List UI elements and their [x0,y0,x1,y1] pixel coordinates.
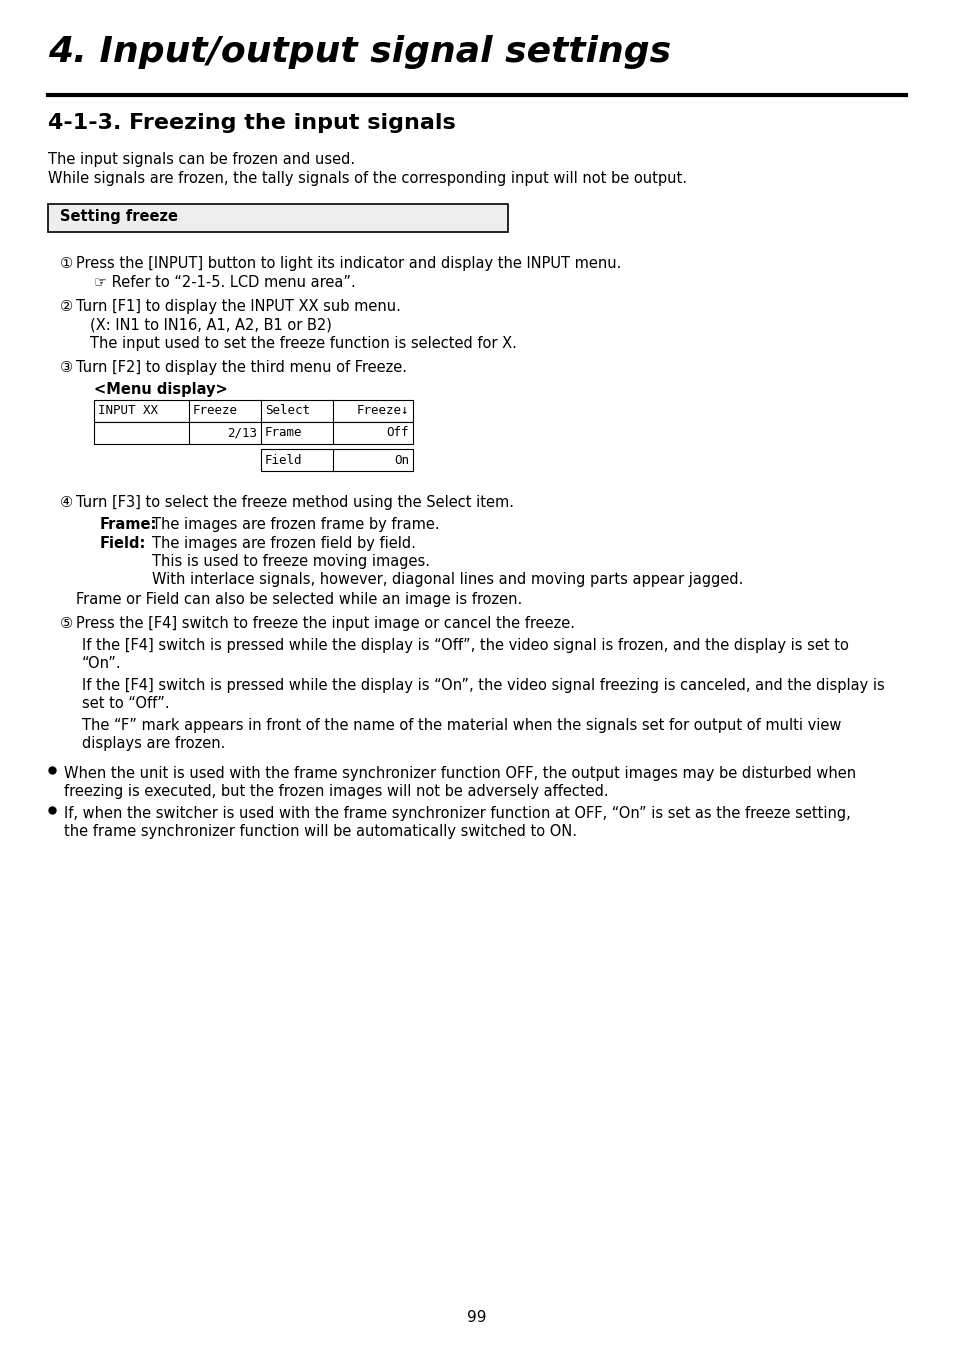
Text: Press the [F4] switch to freeze the input image or cancel the freeze.: Press the [F4] switch to freeze the inpu… [76,616,575,631]
Bar [261,449,413,470]
Text: If the [F4] switch is pressed while the display is “On”, the video signal freezi: If the [F4] switch is pressed while the … [82,678,883,693]
Text: <Menu display>: <Menu display> [94,381,228,398]
Text: 99: 99 [467,1310,486,1325]
Text: Frame: Frame [265,426,302,439]
Text: set to “Off”.: set to “Off”. [82,696,170,710]
Text: Off: Off [386,426,409,439]
Text: “On”.: “On”. [82,656,121,671]
Text: Frame:: Frame: [100,518,157,532]
Text: displays are frozen.: displays are frozen. [82,736,225,751]
Text: While signals are frozen, the tally signals of the corresponding input will not : While signals are frozen, the tally sign… [48,171,686,186]
Text: Press the [INPUT] button to light its indicator and display the INPUT menu.: Press the [INPUT] button to light its in… [76,256,620,271]
Text: This is used to freeze moving images.: This is used to freeze moving images. [152,554,430,569]
Text: If the [F4] switch is pressed while the display is “Off”, the video signal is fr: If the [F4] switch is pressed while the … [82,638,848,652]
Text: Freeze↓: Freeze↓ [356,404,409,418]
Text: Field:: Field: [100,537,146,551]
Bar [94,422,413,443]
Text: 2/13: 2/13 [227,426,256,439]
Text: If, when the switcher is used with the frame synchronizer function at OFF, “On” : If, when the switcher is used with the f… [64,806,850,821]
Text: Turn [F1] to display the INPUT XX sub menu.: Turn [F1] to display the INPUT XX sub me… [76,299,400,314]
Text: ②: ② [60,299,73,314]
Text: 4. Input/output signal settings: 4. Input/output signal settings [48,35,670,69]
Text: ⑤: ⑤ [60,616,73,631]
Text: The input used to set the freeze function is selected for X.: The input used to set the freeze functio… [90,336,517,350]
Text: Frame or Field can also be selected while an image is frozen.: Frame or Field can also be selected whil… [76,592,521,607]
Text: The “F” mark appears in front of the name of the material when the signals set f: The “F” mark appears in front of the nam… [82,718,841,733]
Text: The images are frozen field by field.: The images are frozen field by field. [152,537,416,551]
Text: Freeze: Freeze [193,404,237,418]
Text: The input signals can be frozen and used.: The input signals can be frozen and used… [48,152,355,167]
Text: On: On [394,453,409,466]
Text: ③: ③ [60,360,73,375]
Text: (X: IN1 to IN16, A1, A2, B1 or B2): (X: IN1 to IN16, A1, A2, B1 or B2) [90,318,332,333]
Text: the frame synchronizer function will be automatically switched to ON.: the frame synchronizer function will be … [64,824,577,838]
Text: INPUT XX: INPUT XX [98,404,158,418]
Text: Setting freeze: Setting freeze [60,209,178,225]
Text: 4-1-3. Freezing the input signals: 4-1-3. Freezing the input signals [48,113,456,133]
Text: When the unit is used with the frame synchronizer function OFF, the output image: When the unit is used with the frame syn… [64,766,855,780]
Text: Turn [F3] to select the freeze method using the Select item.: Turn [F3] to select the freeze method us… [76,495,514,510]
Text: With interlace signals, however, diagonal lines and moving parts appear jagged.: With interlace signals, however, diagona… [152,572,742,586]
Text: Field: Field [265,453,302,466]
Text: ④: ④ [60,495,73,510]
Bar [48,204,507,232]
Text: Turn [F2] to display the third menu of Freeze.: Turn [F2] to display the third menu of F… [76,360,407,375]
Text: ①: ① [60,256,73,271]
Text: ☞ Refer to “2-1-5. LCD menu area”.: ☞ Refer to “2-1-5. LCD menu area”. [94,275,355,290]
Text: Select: Select [265,404,310,418]
Bar [94,400,413,422]
Text: freezing is executed, but the frozen images will not be adversely affected.: freezing is executed, but the frozen ima… [64,785,608,799]
Text: The images are frozen frame by frame.: The images are frozen frame by frame. [152,518,439,532]
